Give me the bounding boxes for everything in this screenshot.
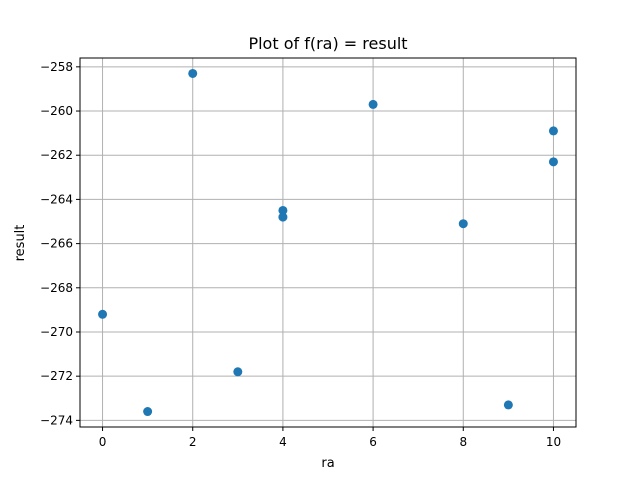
axis-ticks: 0 2 4 6 8 10 −274 −272 −270 −268 −266 −264 −262 −260 −…	[40, 60, 561, 449]
data-point	[503, 400, 513, 410]
x-tick-label: 8	[459, 435, 467, 449]
y-tick-label: −258	[40, 60, 73, 74]
x-axis-title: ra	[321, 456, 334, 471]
data-point	[233, 367, 243, 377]
y-axis-title: result	[13, 225, 28, 262]
data-point	[188, 68, 198, 78]
y-tick-label: −268	[40, 281, 73, 295]
y-tick-label: −262	[40, 148, 73, 162]
x-tick-label: 2	[189, 435, 197, 449]
y-tick-label: −260	[40, 104, 73, 118]
data-point	[548, 157, 558, 167]
chart-title: Plot of f(ra) = result	[248, 34, 407, 53]
y-tick-label: −272	[40, 369, 73, 383]
data-point	[368, 99, 378, 109]
y-tick-label: −264	[40, 192, 73, 206]
x-tick-label: 10	[546, 435, 561, 449]
data-point	[278, 205, 288, 215]
y-tick-label: −270	[40, 325, 73, 339]
data-point	[143, 407, 153, 417]
data-points	[98, 68, 558, 417]
y-tick-label: −266	[40, 237, 73, 251]
x-tick-label: 6	[369, 435, 377, 449]
plot-area-frame	[79, 57, 577, 428]
x-tick-label: 0	[99, 435, 107, 449]
data-point	[458, 219, 468, 229]
data-point	[98, 309, 108, 319]
data-point	[548, 126, 558, 136]
grid-lines	[80, 58, 576, 427]
y-tick-label: −274	[40, 413, 73, 427]
x-tick-label: 4	[279, 435, 287, 449]
data-point	[278, 212, 288, 222]
